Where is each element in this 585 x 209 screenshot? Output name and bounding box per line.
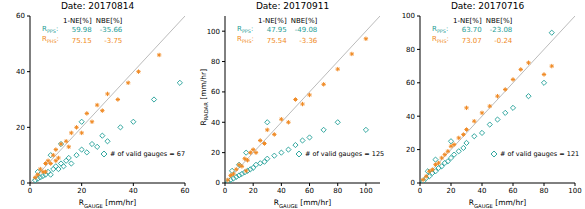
- svg-text:80: 80: [540, 187, 549, 195]
- svg-text:100: 100: [568, 187, 577, 195]
- html-text:-0.24: -0.24: [494, 36, 513, 45]
- html-text:-49.08: -49.08: [294, 26, 318, 35]
- svg-text:20: 20: [406, 146, 415, 154]
- svg-text:60: 60: [16, 12, 25, 20]
- html-text:75.15: 75.15: [71, 36, 92, 45]
- html-text:RPHS:: RPHS:: [432, 35, 449, 45]
- svg-text:0: 0: [418, 187, 422, 195]
- svg-text:80: 80: [333, 187, 342, 195]
- html-text:RPPS:: RPPS:: [432, 25, 449, 35]
- svg-text:60: 60: [509, 187, 518, 195]
- svg-text:0: 0: [216, 179, 220, 187]
- html-text:RPHS:: RPHS:: [42, 35, 59, 45]
- html-text:RPPS:: RPPS:: [42, 25, 59, 35]
- html-text:Date: 20170716: Date: 20170716: [450, 1, 525, 11]
- html-text:-3.36: -3.36: [299, 36, 318, 45]
- svg-text:60: 60: [305, 187, 314, 195]
- svg-text:40: 40: [478, 187, 487, 195]
- html-text:47.95: 47.95: [266, 26, 287, 35]
- svg-text:0: 0: [21, 179, 25, 187]
- svg-text:40: 40: [277, 187, 286, 195]
- svg-text:20: 20: [211, 149, 220, 157]
- html-text:R: R: [198, 120, 208, 126]
- html-text:NBE[%]: NBE[%]: [485, 17, 513, 25]
- svg-text:100: 100: [359, 187, 372, 195]
- html-text:-35.66: -35.66: [99, 26, 123, 35]
- html-text:NBE[%]: NBE[%]: [95, 17, 123, 25]
- html-text:-3.75: -3.75: [104, 36, 123, 45]
- svg-text:20: 20: [447, 187, 456, 195]
- html-text:RADAR: RADAR: [203, 102, 210, 121]
- html-text:1-NE[%]: 1-NE[%]: [258, 17, 287, 25]
- html-text:63.70: 63.70: [461, 26, 482, 35]
- html-text:RPPS:: RPPS:: [237, 25, 254, 35]
- svg-text:100: 100: [402, 12, 415, 20]
- svg-text:20: 20: [77, 187, 86, 195]
- svg-text:40: 40: [211, 119, 220, 127]
- svg-text:20: 20: [249, 187, 258, 195]
- svg-text:20: 20: [16, 124, 25, 132]
- svg-text:80: 80: [211, 58, 220, 66]
- svg-text:100: 100: [207, 28, 220, 36]
- html-text:59.98: 59.98: [71, 26, 92, 35]
- html-text:Date: 20170814: Date: 20170814: [60, 1, 135, 11]
- svg-text:40: 40: [16, 68, 25, 76]
- html-text:RPHS:: RPHS:: [237, 35, 254, 45]
- html-text:1-NE[%]: 1-NE[%]: [453, 17, 482, 25]
- svg-text:60: 60: [181, 187, 190, 195]
- svg-text:0: 0: [223, 187, 227, 195]
- svg-text:80: 80: [406, 46, 415, 54]
- html-text:1-NE[%]: 1-NE[%]: [63, 17, 92, 25]
- svg-text:40: 40: [406, 113, 415, 121]
- svg-text:40: 40: [129, 187, 138, 195]
- svg-text:0: 0: [411, 179, 415, 187]
- html-text:[mm/hr]: [mm/hr]: [198, 68, 208, 103]
- html-text:# of valid gauges = 125: # of valid gauges = 125: [305, 150, 385, 158]
- svg-text:0: 0: [28, 187, 32, 195]
- html-text:Date: 20170911: Date: 20170911: [255, 1, 330, 11]
- html-text:RGAUGE[mm/hr]: RGAUGE[mm/hr]: [273, 197, 332, 208]
- html-text:RGAUGE[mm/hr]: RGAUGE[mm/hr]: [468, 197, 527, 208]
- html-text:RGAUGE[mm/hr]: RGAUGE[mm/hr]: [78, 197, 137, 208]
- html-text:-23.08: -23.08: [489, 26, 513, 35]
- html-text:73.07: 73.07: [461, 36, 482, 45]
- html-text:NBE[%]: NBE[%]: [290, 17, 318, 25]
- svg-text:60: 60: [406, 79, 415, 87]
- svg-text:60: 60: [211, 88, 220, 96]
- html-text:# of valid gauges = 67: # of valid gauges = 67: [110, 150, 186, 158]
- html-text:75.54: 75.54: [266, 36, 287, 45]
- html-text:# of valid gauges = 121: # of valid gauges = 121: [500, 150, 580, 158]
